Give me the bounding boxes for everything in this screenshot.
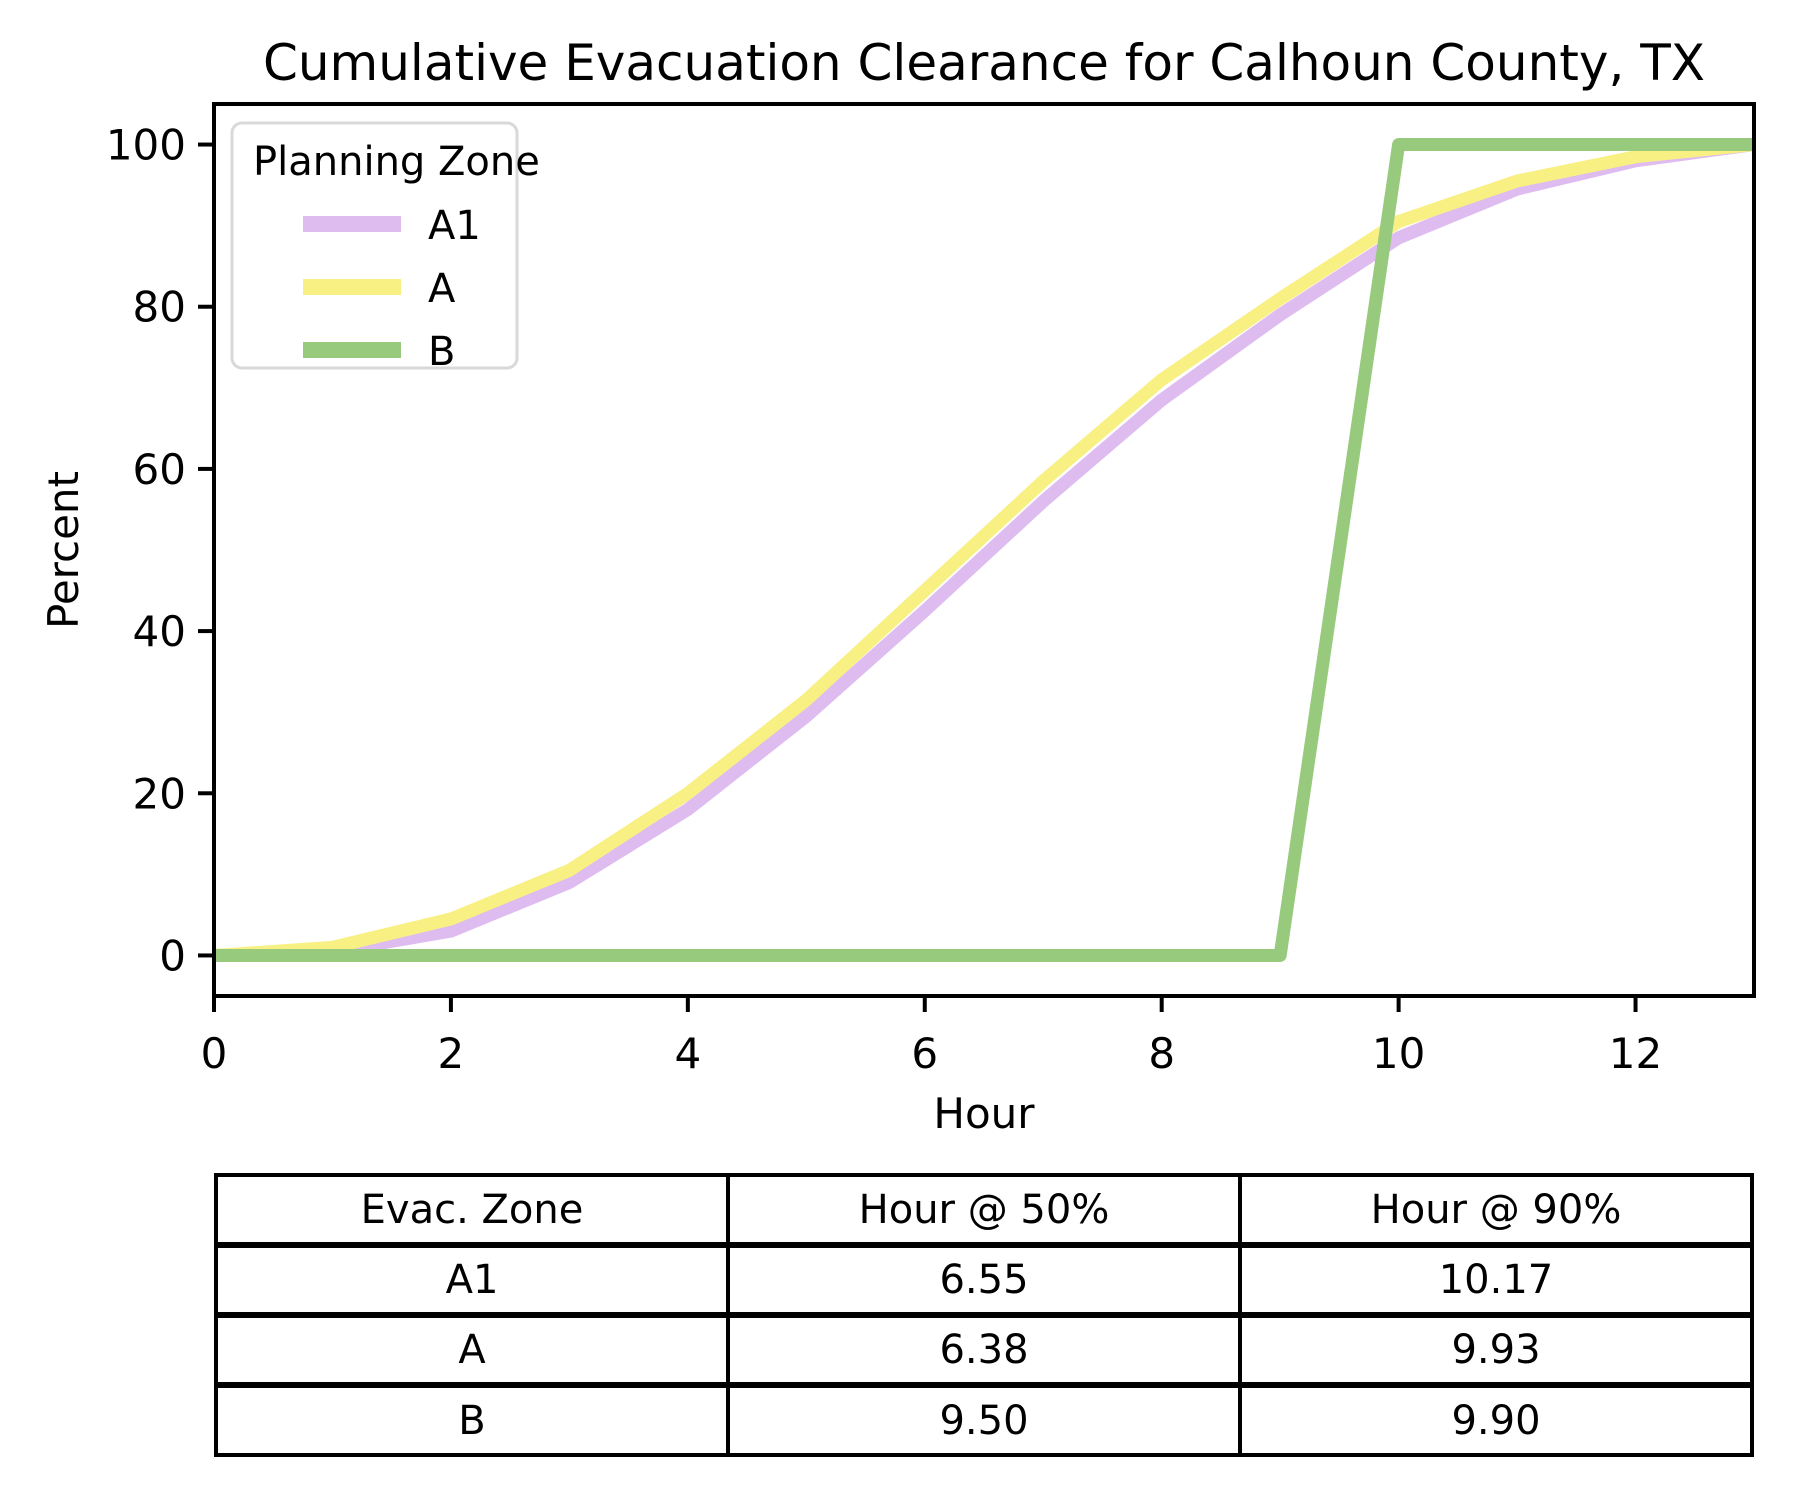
y-axis-tick-label: 20 xyxy=(133,769,186,818)
y-axis-tick-label: 80 xyxy=(133,283,186,332)
summary-table-head: Evac. Zone Hour @ 50% Hour @ 90% xyxy=(214,1173,1754,1247)
clearance-summary-table: Evac. Zone Hour @ 50% Hour @ 90% A1 6.55 10.… xyxy=(214,1173,1754,1457)
summary-cell: 9.93 xyxy=(1238,1312,1754,1387)
x-axis-label: Hour xyxy=(933,1089,1035,1138)
summary-header-cell: Hour @ 50% xyxy=(726,1173,1242,1247)
summary-cell: B xyxy=(214,1382,730,1457)
summary-cell: 10.17 xyxy=(1238,1242,1754,1317)
y-axis-tick-label: 60 xyxy=(133,445,186,494)
x-axis-tick-label: 6 xyxy=(911,1029,938,1078)
summary-row-A: A 6.38 9.93 xyxy=(214,1312,1754,1387)
legend-label-A1: A1 xyxy=(428,203,481,249)
y-axis-tick-label: 0 xyxy=(159,931,186,980)
series-line-A xyxy=(213,138,1755,962)
summary-row-A1: A1 6.55 10.17 xyxy=(214,1242,1754,1317)
legend-label-A: A xyxy=(428,266,456,312)
legend-swatch-A xyxy=(303,279,401,295)
summary-row-B: B 9.50 9.90 xyxy=(214,1382,1754,1457)
summary-cell: A1 xyxy=(214,1242,730,1317)
summary-cell: 6.38 xyxy=(726,1312,1242,1387)
x-axis-tick-label: 0 xyxy=(201,1029,228,1078)
summary-cell: A xyxy=(214,1312,730,1387)
summary-table-body: A1 6.55 10.17 A 6.38 9.93 B 9.50 9.90 xyxy=(214,1242,1754,1457)
summary-header-cell: Evac. Zone xyxy=(214,1173,730,1247)
legend-title: Planning Zone xyxy=(253,139,540,185)
summary-cell: 6.55 xyxy=(726,1242,1242,1317)
summary-header-row: Evac. Zone Hour @ 50% Hour @ 90% xyxy=(214,1173,1754,1247)
x-axis-tick-label: 8 xyxy=(1148,1029,1175,1078)
legend: Planning Zone A1 AB xyxy=(230,121,540,375)
y-axis-tick-label: 100 xyxy=(106,121,186,170)
legend-swatch-A1 xyxy=(303,216,401,232)
x-axis-tick-label: 10 xyxy=(1372,1029,1425,1078)
summary-cell: 9.90 xyxy=(1238,1382,1754,1457)
x-axis-tick-label: 2 xyxy=(438,1029,465,1078)
y-axis-tick-label: 40 xyxy=(133,607,186,656)
chart-title: Cumulative Evacuation Clearance for Calh… xyxy=(263,34,1705,92)
axes-spines xyxy=(212,102,1756,998)
evacuation-clearance-chart: Cumulative Evacuation Clearance for Calh… xyxy=(39,34,1756,1138)
summary-header-cell: Hour @ 90% xyxy=(1238,1173,1754,1247)
legend-swatch-B xyxy=(303,342,401,358)
summary-cell: 9.50 xyxy=(726,1382,1242,1457)
x-axis-tick-label: 4 xyxy=(674,1029,701,1078)
legend-box xyxy=(230,121,519,370)
series-line-B xyxy=(214,138,1754,962)
y-axis-label: Percent xyxy=(39,471,88,629)
x-axis-tick-label: 12 xyxy=(1609,1029,1662,1078)
series-line-A1 xyxy=(213,138,1755,962)
legend-label-B: B xyxy=(428,329,455,375)
